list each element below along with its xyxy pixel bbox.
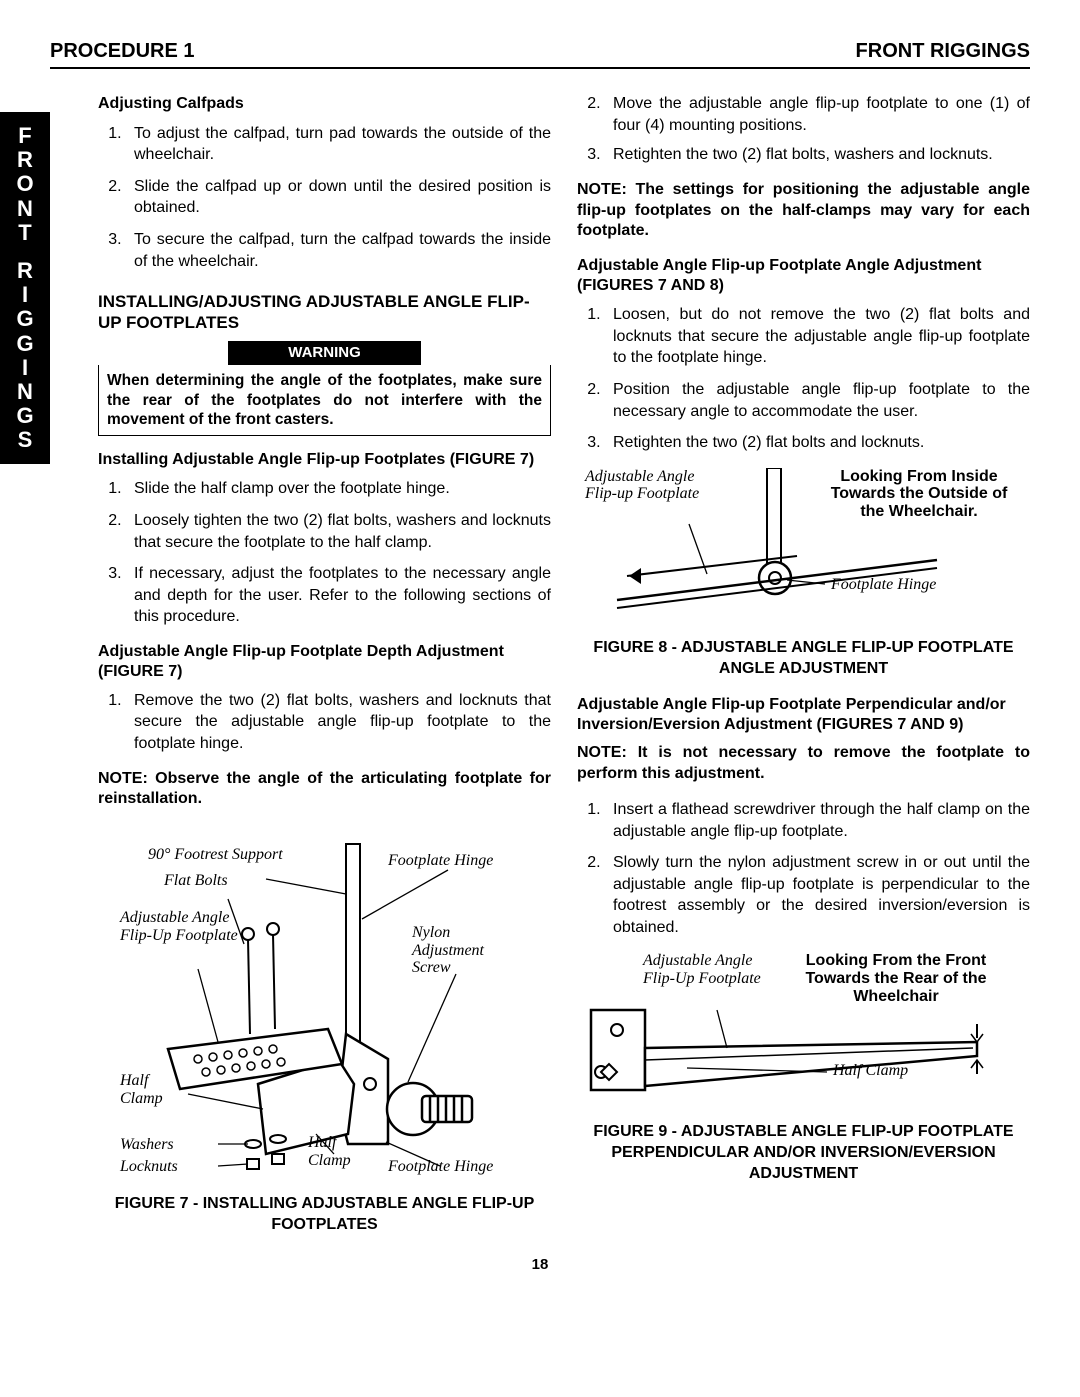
figure-9: Adjustable Angle Flip-Up Footplate Looki… xyxy=(577,952,1030,1112)
page-number: 18 xyxy=(50,1256,1030,1273)
install-steps: Slide the half clamp over the footplate … xyxy=(98,478,551,628)
subhead-angle: Adjustable Angle Flip-up Footplate Angle… xyxy=(577,256,1030,296)
left-column: Adjusting Calfpads To adjust the calfpad… xyxy=(98,93,551,1236)
fig7-label-adj: Adjustable Angle Flip-Up Footplate xyxy=(120,909,240,944)
fig7-label-halfclamp-r: Half Clamp xyxy=(308,1134,368,1169)
fig7-label-hinge-top: Footplate Hinge xyxy=(388,852,493,870)
fig9-caption: FIGURE 9 - ADJUSTABLE ANGLE FLIP-UP FOOT… xyxy=(577,1122,1030,1184)
angle-steps: Loosen, but do not remove the two (2) fl… xyxy=(577,304,1030,454)
figure-8: Adjustable Angle Flip-up Footplate Looki… xyxy=(577,468,1030,628)
subhead-depth: Adjustable Angle Flip-up Footplate Depth… xyxy=(98,642,551,682)
right-column: Move the adjustable angle flip-up footpl… xyxy=(577,93,1030,1236)
fig9-label-looking: Looking From the Front Towards the Rear … xyxy=(773,952,1019,1005)
note-remove: NOTE: It is not necessary to remove the … xyxy=(577,743,1030,785)
list-item: Slide the calfpad up or down until the d… xyxy=(126,176,551,219)
fig7-label-nylon: Nylon Adjustment Screw xyxy=(412,924,522,977)
fig8-label-adj: Adjustable Angle Flip-up Footplate xyxy=(585,468,715,503)
side-tab: FRONT RIGGINGS xyxy=(0,112,50,464)
list-item: Loosely tighten the two (2) flat bolts, … xyxy=(126,510,551,553)
list-item: If necessary, adjust the footplates to t… xyxy=(126,563,551,628)
calfpad-steps: To adjust the calfpad, turn pad towards … xyxy=(98,123,551,273)
warning-title: WARNING xyxy=(228,341,421,365)
move-steps: Move the adjustable angle flip-up footpl… xyxy=(577,93,1030,166)
subhead-install: Installing Adjustable Angle Flip-up Foot… xyxy=(98,450,551,470)
list-item: Position the adjustable angle flip-up fo… xyxy=(605,379,1030,422)
list-item: Retighten the two (2) flat bolts, washer… xyxy=(605,144,1030,166)
list-item: To adjust the calfpad, turn pad towards … xyxy=(126,123,551,166)
fig7-label-halfclamp-l: Half Clamp xyxy=(120,1072,180,1107)
fig7-label-footrest: 90° Footrest Support xyxy=(148,846,283,864)
fig7-label-flatbolts: Flat Bolts xyxy=(164,872,228,890)
fig7-caption: FIGURE 7 - INSTALLING ADJUSTABLE ANGLE F… xyxy=(98,1194,551,1236)
subhead-perp: Adjustable Angle Flip-up Footplate Perpe… xyxy=(577,695,1030,735)
content-columns: Adjusting Calfpads To adjust the calfpad… xyxy=(98,93,1030,1236)
fig7-label-hinge-b: Footplate Hinge xyxy=(388,1158,493,1176)
heading-calfpads: Adjusting Calfpads xyxy=(98,93,551,115)
list-item: Retighten the two (2) flat bolts and loc… xyxy=(605,432,1030,454)
fig7-label-locknuts: Locknuts xyxy=(120,1158,178,1176)
header-left: PROCEDURE 1 xyxy=(50,40,194,63)
fig8-label-hinge: Footplate Hinge xyxy=(831,576,936,594)
list-item: Remove the two (2) flat bolts, washers a… xyxy=(126,690,551,755)
depth-steps: Remove the two (2) flat bolts, washers a… xyxy=(98,690,551,755)
fig8-label-looking: Looking From Inside Towards the Outside … xyxy=(819,468,1019,521)
fig9-label-adj: Adjustable Angle Flip-Up Footplate xyxy=(643,952,763,987)
list-item: To secure the calfpad, turn the calfpad … xyxy=(126,229,551,272)
list-item: Slide the half clamp over the footplate … xyxy=(126,478,551,500)
header-right: FRONT RIGGINGS xyxy=(856,40,1030,63)
page-header: PROCEDURE 1 FRONT RIGGINGS xyxy=(50,40,1030,69)
figure-7: 90° Footrest Support Flat Bolts Footplat… xyxy=(98,824,551,1184)
heading-install: INSTALLING/ADJUSTING ADJUSTABLE ANGLE FL… xyxy=(98,292,551,333)
perp-steps: Insert a flathead screwdriver through th… xyxy=(577,799,1030,939)
fig9-label-halfclamp: Half Clamp xyxy=(833,1062,908,1080)
warning-box: WARNING When determining the angle of th… xyxy=(98,341,551,436)
list-item: Loosen, but do not remove the two (2) fl… xyxy=(605,304,1030,369)
note-angle: NOTE: Observe the angle of the articulat… xyxy=(98,769,551,811)
warning-body: When determining the angle of the footpl… xyxy=(98,365,551,436)
list-item: Insert a flathead screwdriver through th… xyxy=(605,799,1030,842)
fig8-caption: FIGURE 8 - ADJUSTABLE ANGLE FLIP-UP FOOT… xyxy=(577,638,1030,680)
note-settings: NOTE: The settings for positioning the a… xyxy=(577,180,1030,242)
list-item: Move the adjustable angle flip-up footpl… xyxy=(605,93,1030,136)
list-item: Slowly turn the nylon adjustment screw i… xyxy=(605,852,1030,938)
fig7-label-washers: Washers xyxy=(120,1136,174,1154)
